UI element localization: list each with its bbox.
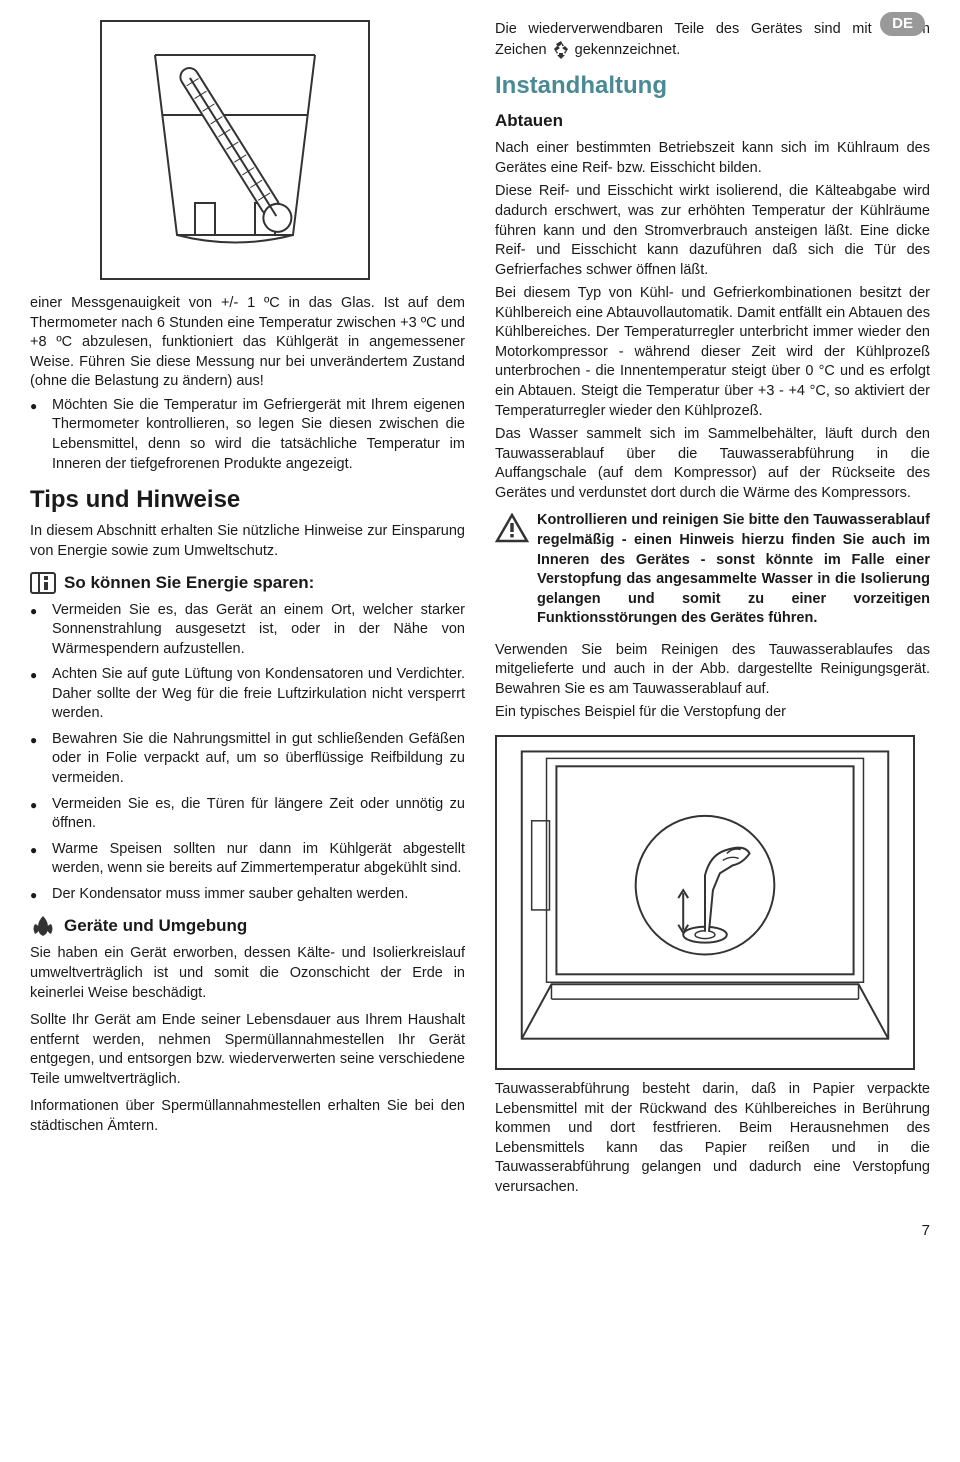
defrost-p7: Tauwasserabführung besteht darin, daß in… (495, 1080, 930, 1197)
maintenance-heading: Instandhaltung (495, 70, 930, 102)
info-icon (30, 572, 56, 594)
energy-bullet-list: Vermeiden Sie es, das Gerät an einem Ort… (30, 601, 465, 905)
page-number: 7 (30, 1221, 930, 1241)
defrost-p3: Bei diesem Typ von Kühl- und Gefrierkomb… (495, 284, 930, 421)
drain-illustration (497, 735, 913, 1070)
defrost-p5: Verwenden Sie beim Reinigen des Tauwasse… (495, 641, 930, 700)
defrost-p1: Nach einer bestimmten Betriebszeit kann … (495, 139, 930, 178)
env-paragraph-3: Informationen über Spermüllannahmestelle… (30, 1097, 465, 1136)
list-item: Vermeiden Sie es, die Türen für längere … (30, 795, 465, 834)
warning-text: Kontrollieren und reinigen Sie bitte den… (537, 511, 930, 628)
defrost-p4: Das Wasser sammelt sich im Sammelbehälte… (495, 425, 930, 503)
env-paragraph-1: Sie haben ein Gerät erworben, dessen Käl… (30, 944, 465, 1003)
thermometer-paragraph: einer Messgenauigkeit von +/- 1 ºC in da… (30, 294, 465, 392)
recycle-text-b: gekennzeichnet. (575, 41, 681, 57)
left-column: einer Messgenauigkeit von +/- 1 ºC in da… (30, 20, 465, 1201)
figure-thermometer (100, 20, 370, 280)
language-badge: DE (880, 12, 925, 36)
thermometer-illustration (105, 25, 365, 275)
tips-heading: Tips und Hinweise (30, 484, 465, 516)
environment-heading-row: Geräte und Umgebung (30, 914, 465, 938)
energy-heading-row: So können Sie Energie sparen: (30, 572, 465, 595)
list-item: Möchten Sie die Temperatur im Gefrierger… (30, 396, 465, 474)
thermometer-bullet-list: Möchten Sie die Temperatur im Gefrierger… (30, 396, 465, 474)
defrost-heading: Abtauen (495, 110, 930, 133)
environment-heading: Geräte und Umgebung (64, 915, 247, 938)
list-item: Vermeiden Sie es, das Gerät an einem Ort… (30, 601, 465, 660)
warning-icon (495, 513, 529, 543)
list-item: Bewahren Sie die Nahrungsmittel in gut s… (30, 730, 465, 789)
energy-heading: So können Sie Energie sparen: (64, 572, 314, 595)
defrost-p2: Diese Reif- und Eisschicht wirkt isolier… (495, 182, 930, 280)
warning-row: Kontrollieren und reinigen Sie bitte den… (495, 511, 930, 632)
env-paragraph-2: Sollte Ihr Gerät am Ende seiner Lebensda… (30, 1011, 465, 1089)
list-item: Warme Speisen sollten nur dann im Kühlge… (30, 840, 465, 879)
right-column: Die wiederverwendbaren Teile des Gerätes… (495, 20, 930, 1201)
leaf-icon (30, 914, 56, 938)
tips-intro: In diesem Abschnitt erhalten Sie nützlic… (30, 522, 465, 561)
list-item: Achten Sie auf gute Lüftung von Kondensa… (30, 665, 465, 724)
recycle-icon (551, 40, 571, 60)
recycle-paragraph: Die wiederverwendbaren Teile des Gerätes… (495, 20, 930, 60)
list-item: Der Kondensator muss immer sauber gehalt… (30, 885, 465, 905)
defrost-p6: Ein typisches Beispiel für die Verstopfu… (495, 703, 930, 723)
figure-drain (495, 735, 915, 1070)
